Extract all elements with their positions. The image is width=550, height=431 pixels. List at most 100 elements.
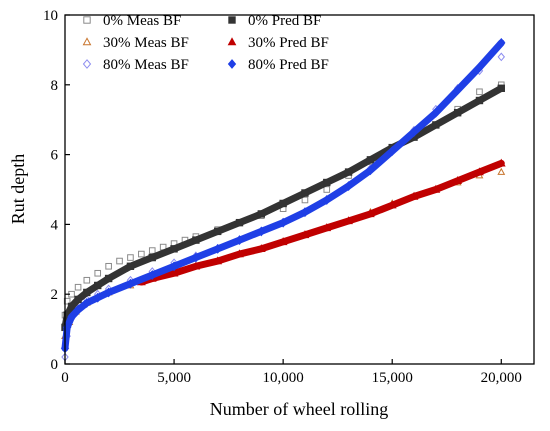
data-point <box>431 184 441 193</box>
data-point <box>148 270 157 280</box>
series-line <box>61 39 505 352</box>
data-point <box>83 276 91 284</box>
data-point <box>74 283 82 291</box>
data-point <box>497 37 506 48</box>
legend-item: 0% Pred BF <box>228 13 321 29</box>
x-tick-label: 5,000 <box>157 370 191 386</box>
data-point <box>300 230 310 239</box>
data-point <box>213 243 222 254</box>
x-tick-label: 10,000 <box>263 370 304 386</box>
series-layer <box>60 37 506 362</box>
data-point <box>256 244 266 253</box>
data-point <box>388 146 397 157</box>
data-point <box>497 167 506 175</box>
data-point <box>148 253 156 262</box>
data-point <box>366 209 375 218</box>
data-point <box>105 262 112 270</box>
data-point <box>148 247 156 254</box>
data-point <box>235 249 244 258</box>
data-point <box>116 257 123 265</box>
data-point <box>344 216 353 225</box>
data-point <box>322 195 331 205</box>
y-tick-label: 10 <box>43 8 58 24</box>
data-point <box>322 223 332 232</box>
data-point <box>432 121 440 129</box>
series-line <box>137 159 505 286</box>
legend-marker <box>82 59 92 69</box>
data-point <box>366 156 375 164</box>
data-point <box>94 281 102 290</box>
series-30-pred-bf <box>136 158 506 286</box>
legend-item: 80% Pred BF <box>227 57 329 73</box>
y-tick-label: 8 <box>51 78 59 94</box>
data-point <box>169 261 179 272</box>
data-point <box>82 297 91 308</box>
legend-item: 30% Meas BF <box>82 35 189 51</box>
x-tick-label: 0 <box>61 370 69 386</box>
y-tick-label: 6 <box>51 148 59 164</box>
y-tick-label: 0 <box>51 357 59 373</box>
data-point <box>344 168 353 176</box>
series-80-pred-bf <box>60 37 506 354</box>
y-tick-label: 2 <box>51 287 59 303</box>
data-point <box>496 158 506 167</box>
legend-item: 30% Pred BF <box>227 35 329 51</box>
x-tick-label: 20,000 <box>481 370 522 386</box>
data-point <box>497 84 505 92</box>
data-point <box>476 88 483 96</box>
legend-label: 30% Pred BF <box>248 35 329 51</box>
data-point <box>126 278 135 289</box>
legend-marker <box>228 16 236 24</box>
plot-frame <box>64 14 535 365</box>
legend-label: 30% Meas BF <box>103 35 189 51</box>
data-point <box>94 269 102 277</box>
y-tick-label: 4 <box>51 217 59 233</box>
data-point <box>409 126 419 137</box>
legend-marker <box>227 59 237 69</box>
data-point <box>67 311 76 322</box>
data-point <box>323 186 331 193</box>
legend-item: 0% Meas BF <box>83 13 181 29</box>
data-point <box>169 268 179 277</box>
data-point <box>453 109 462 117</box>
data-point <box>409 191 419 200</box>
legend-label: 80% Meas BF <box>103 57 189 73</box>
data-point <box>170 245 178 253</box>
legend-marker <box>82 37 92 46</box>
data-point <box>497 52 506 62</box>
data-point <box>191 252 201 263</box>
data-point <box>475 167 484 176</box>
data-point <box>387 200 397 209</box>
data-point <box>301 189 309 197</box>
data-point <box>453 176 463 184</box>
data-point <box>344 181 353 191</box>
data-point <box>453 85 462 95</box>
data-point <box>74 295 82 304</box>
legend-marker <box>227 37 237 46</box>
data-point <box>475 96 484 105</box>
ticks-layer: 0 5,000 10,000 15,000 20,000 0 2 4 6 8 10 <box>43 8 522 386</box>
data-point <box>138 250 145 258</box>
legend: 0% Meas BF 0% Pred BF 30% Meas BF 30% Pred … <box>82 13 329 73</box>
data-point <box>323 178 331 187</box>
y-axis-title: Rut depth <box>8 154 28 225</box>
data-point <box>431 107 441 118</box>
data-point <box>104 287 113 298</box>
data-point <box>127 254 134 261</box>
x-axis-title: Number of wheel rolling <box>210 399 388 419</box>
data-point <box>235 218 244 227</box>
legend-label: 0% Pred BF <box>248 13 321 29</box>
series-0-pred-bf <box>61 84 505 332</box>
data-point <box>257 210 266 218</box>
data-point <box>213 227 222 236</box>
data-point <box>83 288 91 297</box>
data-point <box>192 236 200 244</box>
data-point <box>235 235 244 246</box>
data-point <box>300 207 310 218</box>
legend-item: 80% Meas BF <box>82 57 189 73</box>
data-point <box>126 262 135 270</box>
legend-marker <box>83 16 91 24</box>
legend-label: 0% Meas BF <box>103 13 181 29</box>
